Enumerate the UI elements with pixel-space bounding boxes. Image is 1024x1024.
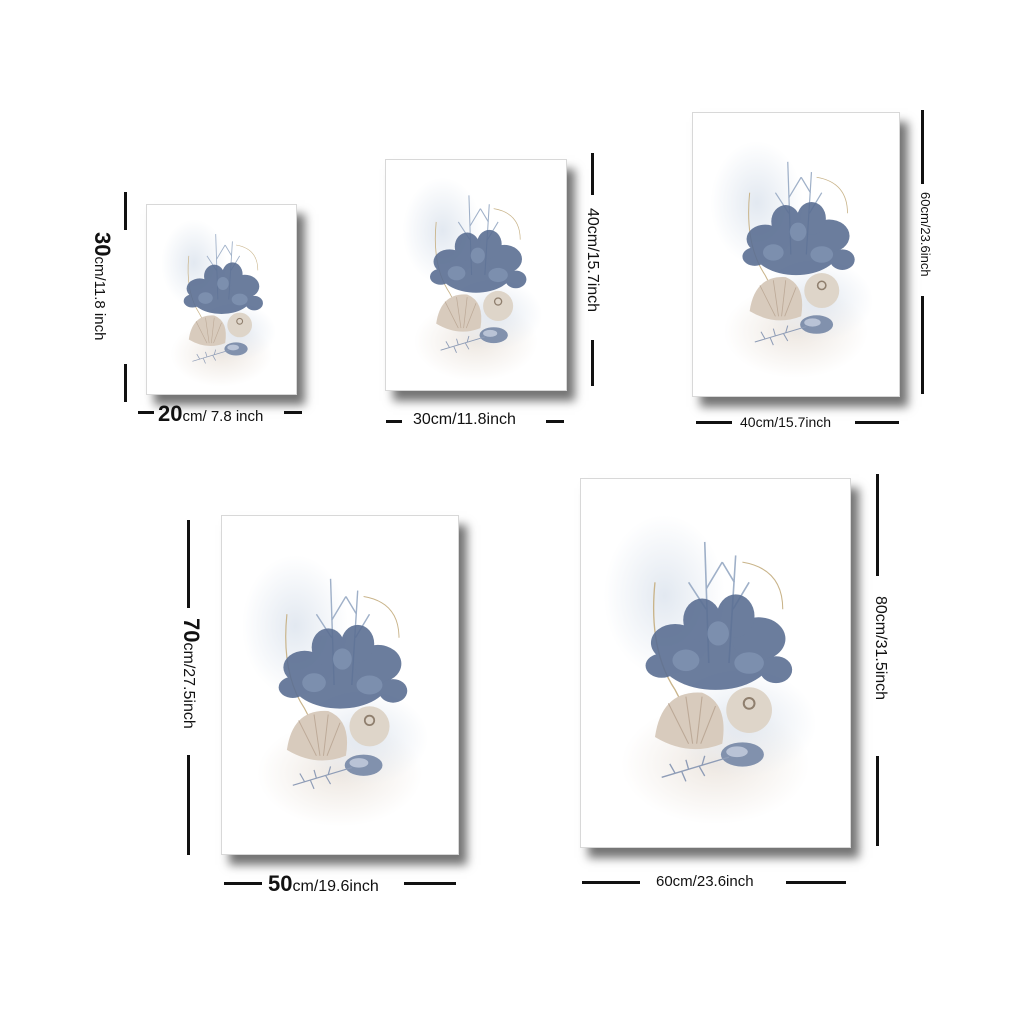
poster-50x70 (221, 515, 459, 855)
poster-30x40 (385, 159, 567, 391)
height-line-bottom (187, 755, 190, 855)
width-number: 20 (158, 401, 183, 426)
height-label-30x40: 40cm/15.7inch (584, 208, 601, 313)
poster-40x60 (692, 112, 900, 397)
height-label-60x80: 80cm/31.5inch (872, 596, 889, 701)
poster-20x30 (146, 204, 297, 395)
width-unit: cm/ 7.8 inch (182, 408, 264, 425)
height-label-50x70: 70cm/27.5inch (179, 618, 204, 729)
width-number: 50 (268, 871, 293, 896)
width-line-left (582, 881, 640, 884)
coral-seashell-art-icon (386, 160, 566, 390)
poster-60x80 (580, 478, 851, 848)
width-line-right (404, 882, 456, 885)
width-label-60x80: 60cm/23.6inch (656, 873, 754, 890)
width-label-30x40: 30cm/11.8inch (413, 411, 516, 428)
height-line-bottom (591, 340, 594, 386)
height-line-bottom (921, 296, 924, 394)
width-line-right (786, 881, 846, 884)
width-line-left (138, 411, 154, 414)
height-label-40x60: 60cm/23.6inch (918, 192, 933, 277)
height-line-top (921, 110, 924, 184)
height-line-top (591, 153, 594, 195)
height-line-bottom (876, 756, 879, 846)
height-line-bottom (124, 364, 127, 402)
width-line-right (546, 420, 564, 423)
width-label-50x70: 50cm/19.6inch (268, 873, 379, 895)
coral-seashell-art-icon (222, 516, 458, 854)
height-label-20x30: 30cm/11.8 inch (90, 232, 115, 341)
height-unit: cm/11.8 inch (91, 256, 108, 341)
coral-seashell-art-icon (693, 113, 899, 396)
width-line-left (696, 421, 732, 424)
height-line-top (187, 520, 190, 608)
width-label-20x30: 20cm/ 7.8 inch (158, 403, 263, 425)
height-line-top (876, 474, 879, 576)
width-line-left (224, 882, 262, 885)
height-line-top (124, 192, 127, 230)
height-number: 30 (90, 232, 115, 257)
coral-seashell-art-icon (147, 205, 296, 394)
coral-seashell-art-icon (581, 479, 850, 847)
height-number: 70 (179, 618, 204, 643)
width-line-right (284, 411, 302, 414)
width-line-left (386, 420, 402, 423)
width-label-40x60: 40cm/15.7inch (740, 414, 832, 430)
height-unit: cm/27.5inch (180, 642, 197, 729)
width-line-right (855, 421, 899, 424)
width-unit: cm/19.6inch (292, 878, 379, 895)
